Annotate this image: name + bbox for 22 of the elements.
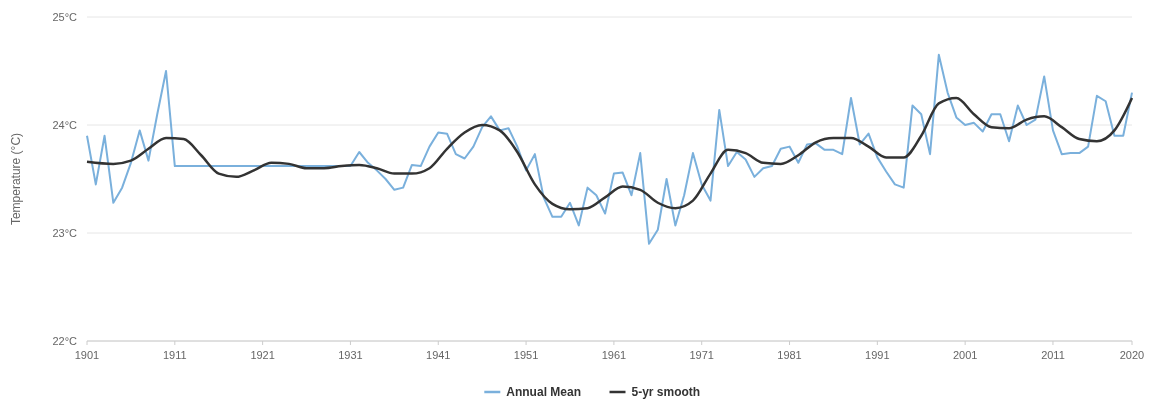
y-tick-label: 24°C [52,118,78,131]
line-series [85,96,1134,211]
legend-label: 5-yr smooth [631,385,701,399]
y-tick-label: 23°C [52,226,78,239]
x-tick-label: 2020 [1119,349,1145,361]
x-tick-label: 1971 [689,349,714,361]
legend-label: Annual Mean [506,385,581,399]
y-tick-label: 22°C [52,334,78,347]
x-tick-label: 1941 [426,349,451,361]
x-tick-label: 2011 [1041,349,1065,361]
x-tick-label: 1921 [250,349,275,361]
x-tick-label: 1981 [777,349,802,361]
x-tick-label: 1911 [162,349,187,361]
line-series [86,53,1133,245]
y-axis-title: Temperature (°C) [9,132,23,226]
y-tick-label: 25°C [52,10,78,23]
x-tick-label: 1991 [865,349,890,361]
x-tick-label: 1951 [513,349,539,361]
x-tick-label: 1931 [338,349,363,361]
x-tick-label: 1961 [601,349,627,361]
x-tick-label: 2001 [952,349,978,361]
x-tick-label: 1901 [74,349,100,361]
